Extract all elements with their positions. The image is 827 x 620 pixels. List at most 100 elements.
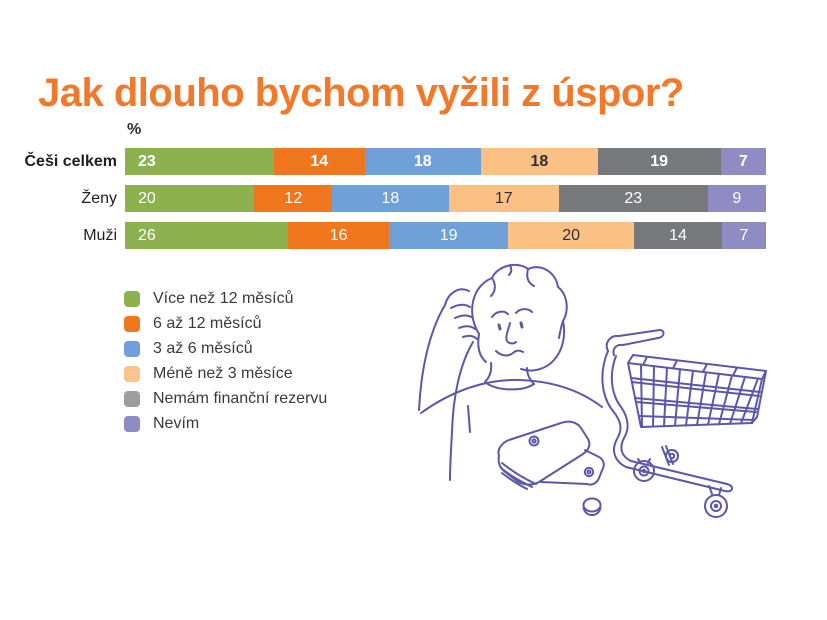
cart-rear-wheel [638, 465, 650, 477]
cart-front-wheel [713, 503, 719, 509]
bar-value: 17 [494, 189, 513, 207]
bar-value: 18 [530, 152, 549, 170]
person-finger [458, 325, 476, 330]
legend-item: 3 až 6 měsíců [124, 336, 327, 361]
person-neck [484, 362, 493, 383]
cart-basket-rim [632, 354, 767, 372]
bar-value: 7 [738, 152, 748, 170]
cart-basket-edge [627, 362, 642, 428]
row-label: Muži [83, 226, 117, 244]
bar-value: 14 [310, 152, 329, 170]
legend-item: Více než 12 měsíců [124, 286, 327, 311]
thinking-person-illustration [418, 263, 603, 481]
legend-label: Nevím [153, 414, 200, 432]
bar-segment: 23 [125, 148, 274, 175]
cart-frame [601, 350, 726, 492]
legend-swatch [124, 390, 140, 407]
cart-frame [610, 355, 728, 485]
legend-item: Nemám finanční rezervu [124, 386, 327, 411]
wallet-button-dot [531, 438, 537, 444]
bar-row: Češi celkem 23 14 18 18 19 7 [0, 148, 766, 175]
person-sleeve [467, 405, 471, 433]
cart-caster-wheel [668, 452, 676, 460]
bar-value: 14 [669, 226, 687, 244]
bar-value: 18 [413, 152, 432, 170]
bar-segment: 9 [707, 185, 766, 212]
person-hair-tuft [508, 264, 513, 276]
cart-basket-edge [751, 378, 763, 424]
stacked-bar: 26 16 19 20 14 7 [125, 222, 766, 249]
person-eye [497, 323, 502, 331]
legend-label: Méně než 3 měsíce [153, 364, 293, 382]
person-arm-inner [451, 341, 474, 433]
bar-value: 12 [284, 189, 303, 207]
bar-value: 19 [650, 152, 669, 170]
bar-value: 19 [439, 226, 458, 244]
cart-frame-cap [724, 483, 733, 493]
legend-label: Více než 12 měsíců [153, 289, 294, 307]
person-eyebrow [491, 310, 509, 318]
page-title: Jak dlouho bychom vyžili z úspor? [38, 70, 684, 115]
person-torso [449, 431, 453, 481]
bar-segment: 12 [254, 185, 333, 212]
legend: Více než 12 měsíců 6 až 12 měsíců 3 až 6 m… [124, 286, 327, 436]
person-hair-tuft [490, 277, 496, 297]
coin [582, 497, 602, 513]
legend-label: 6 až 12 měsíců [153, 314, 262, 332]
cart-front-wheel [710, 500, 722, 512]
row-label: Ženy [81, 189, 117, 207]
bar-value: 16 [329, 226, 348, 244]
legend-swatch [124, 365, 140, 382]
bar-segment: 18 [332, 185, 449, 212]
cart-handle [605, 329, 661, 352]
stacked-bar: 20 12 18 17 23 9 [125, 185, 766, 212]
bar-segment: 7 [721, 222, 766, 249]
cart-caster-wheel [665, 449, 679, 463]
cart-basket-rim [627, 354, 634, 364]
person-finger [462, 334, 478, 340]
person-shoulders [420, 378, 603, 414]
bar-value: 20 [138, 189, 156, 207]
bar-value: 9 [732, 189, 742, 207]
person-cheek [477, 333, 487, 363]
legend-swatch [124, 340, 140, 357]
cart-handle-cap [657, 329, 665, 339]
unit-label: % [127, 121, 142, 138]
person-arm [418, 304, 446, 411]
wallet-side-flap [540, 449, 605, 486]
cart-basket-rim [627, 362, 763, 380]
person-hand [444, 288, 470, 306]
cart-handle [612, 337, 659, 356]
bar-row: Ženy 20 12 18 17 23 9 [0, 185, 766, 212]
wallet-button [583, 466, 595, 478]
bar-segment: 16 [288, 222, 389, 249]
legend-label: Nemám finanční rezervu [153, 389, 328, 407]
wallet-button-dot [586, 469, 592, 475]
legend-label: 3 až 6 měsíců [153, 339, 253, 357]
bar-row: Muži 26 16 19 20 14 7 [0, 222, 766, 249]
bar-segment: 26 [125, 222, 289, 249]
person-eyebrow [515, 308, 533, 314]
person-neck [526, 367, 535, 385]
bar-segment: 23 [558, 185, 708, 212]
legend-swatch [124, 290, 140, 307]
coin-edge [582, 506, 602, 516]
cart-basket-edge [756, 370, 767, 418]
bar-value: 26 [138, 226, 156, 244]
row-label: Češi celkem [24, 152, 117, 170]
bar-segment: 18 [481, 148, 598, 175]
bar-segment: 18 [364, 148, 482, 175]
legend-swatch [124, 315, 140, 332]
bar-segment: 19 [597, 148, 721, 175]
legend-item: Nevím [124, 411, 327, 436]
legend-item: Méně než 3 měsíce [124, 361, 327, 386]
bar-value: 7 [739, 226, 749, 244]
shopping-cart-illustration [601, 329, 767, 518]
legend-item: 6 až 12 měsíců [124, 311, 327, 336]
person-hair [471, 263, 568, 339]
bar-rows: Češi celkem 23 14 18 18 19 7 Ženy 20 12 18 17 23 9 Muž… [0, 148, 766, 259]
wallet-button [528, 435, 540, 447]
cart-grid [640, 363, 759, 428]
bar-value: 23 [624, 189, 643, 207]
bar-segment: 14 [273, 148, 365, 175]
